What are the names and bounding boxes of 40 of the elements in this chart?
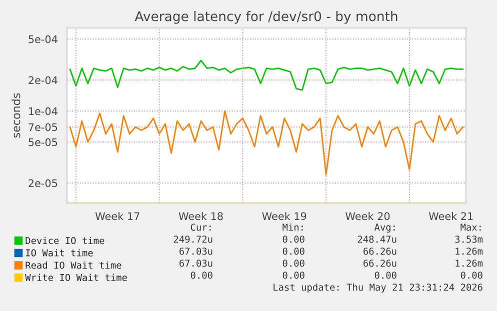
legend-label: IO Wait time bbox=[26, 249, 93, 256]
text: Max: bbox=[460, 224, 481, 231]
text: 66.26u bbox=[364, 260, 396, 267]
legend-label: Read IO Wait time bbox=[26, 261, 122, 269]
text: 0.00 bbox=[282, 260, 304, 267]
text: 0.00 bbox=[374, 272, 396, 279]
text: 67.03u bbox=[180, 248, 212, 255]
y-tick-label: 5e-05 bbox=[28, 138, 58, 146]
y-tick-label: 7e-05 bbox=[28, 123, 58, 132]
y-axis-title: seconds bbox=[12, 93, 20, 138]
text: 0.00 bbox=[282, 248, 304, 255]
text: 1.26m bbox=[456, 260, 483, 267]
y-tick-label: 2e-04 bbox=[28, 76, 58, 84]
text: 66.26u bbox=[364, 248, 396, 255]
line-series bbox=[69, 60, 464, 91]
text: 248.47u bbox=[358, 236, 396, 243]
x-tick-label: Week 20 bbox=[346, 212, 390, 220]
text: Min: bbox=[282, 223, 303, 231]
text: 249.72u bbox=[174, 236, 212, 243]
y-tick-label: 5e-04 bbox=[28, 35, 58, 44]
legend-label: Write IO Wait time bbox=[25, 274, 127, 282]
x-tick-label: Week 19 bbox=[262, 212, 306, 220]
text: 67.03u bbox=[180, 260, 212, 267]
legend-label: Device IO time bbox=[26, 236, 104, 244]
text: 0.00 bbox=[460, 272, 482, 279]
text: 1.26m bbox=[456, 248, 483, 255]
x-tick-label: Week 21 bbox=[428, 212, 473, 220]
x-tick-label: Week 17 bbox=[95, 212, 140, 220]
text: 0.00 bbox=[282, 236, 304, 243]
line-series bbox=[69, 110, 464, 176]
y-tick-label: 1e-04 bbox=[29, 107, 58, 116]
text: Avg: bbox=[374, 224, 395, 233]
text: 3.53m bbox=[455, 236, 483, 243]
chart-title: Average latency for /dev/sr0 - by month bbox=[134, 11, 398, 24]
text: Cur: bbox=[190, 224, 211, 231]
y-tick-label: 2e-05 bbox=[28, 179, 58, 188]
x-tick-label: Week 18 bbox=[178, 212, 223, 220]
text: 0.00 bbox=[190, 272, 212, 279]
text: Last update: Thu May 21 23:31:24 2026 bbox=[274, 283, 482, 293]
text: 0.00 bbox=[282, 272, 304, 279]
